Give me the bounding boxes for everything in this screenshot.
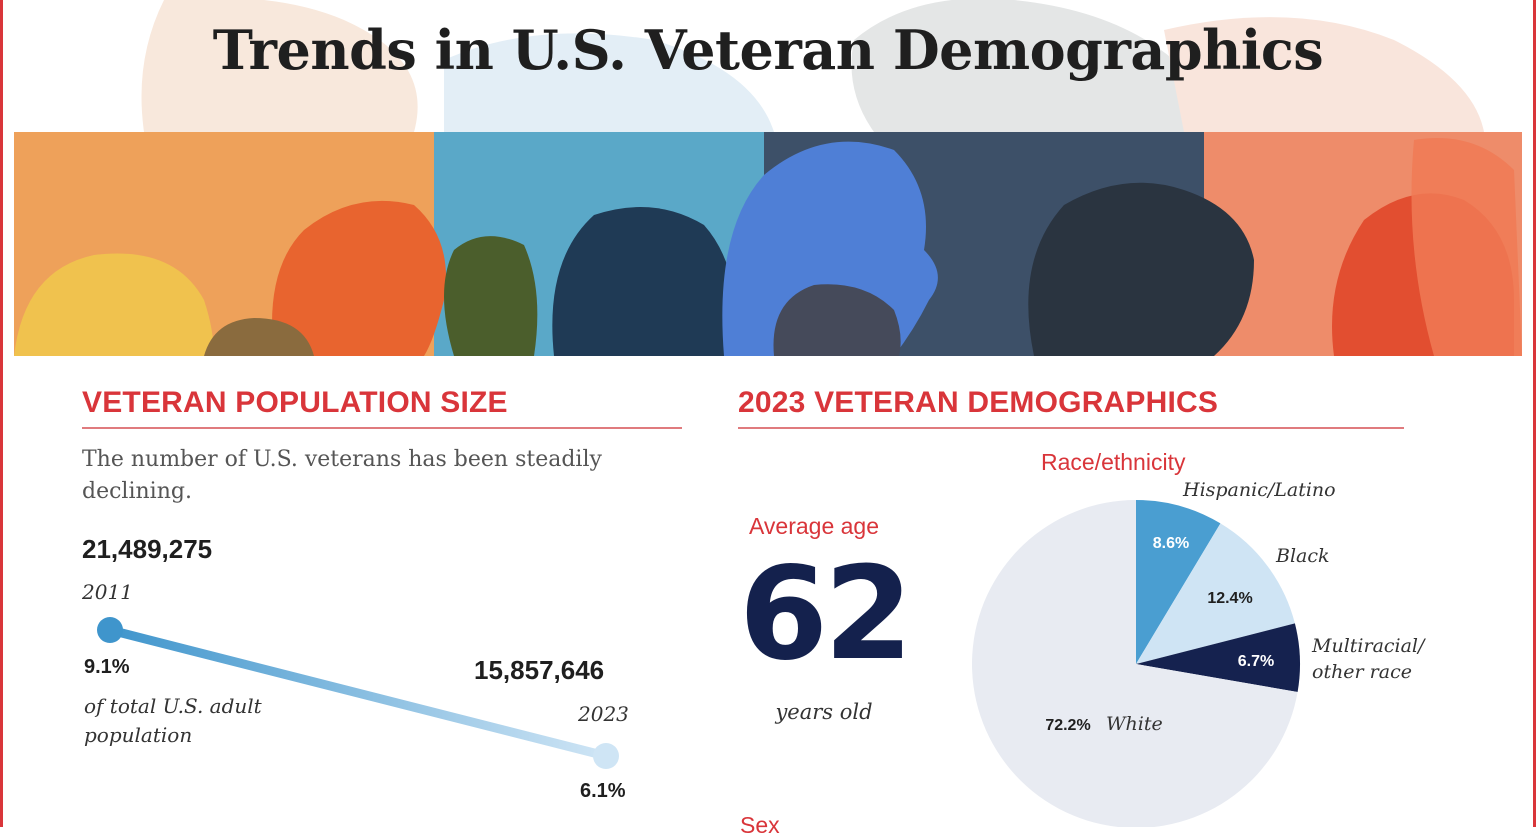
average-age-value: 62 (738, 540, 913, 689)
pie-value-hispanic-latino: 8.6% (1153, 535, 1189, 552)
demographics-heading-rule (738, 427, 1404, 429)
demographics-heading: 2023 VETERAN DEMOGRAPHICS (738, 386, 1219, 419)
share-caption-line1: of total U.S. adult (84, 694, 262, 718)
pie-label-multiracial-other-race-line1: Multiracial/ (1311, 635, 1426, 657)
population-intro: The number of U.S. veterans has been ste… (82, 447, 602, 504)
grey-head (773, 284, 901, 356)
yellow-head (14, 253, 214, 356)
pie-slice-hispanic-latino (1136, 500, 1221, 664)
race-heading: Race/ethnicity (1041, 449, 1186, 475)
age-unit-label: years old (775, 700, 873, 724)
olive-face (444, 236, 538, 356)
pie-value-multiracial-other-race: 6.7% (1238, 653, 1274, 670)
pie-slice-multiracial-other-race (1136, 623, 1300, 692)
pie-slice-white (972, 500, 1298, 827)
pie-label-multiracial-other-race-line2: other race (1312, 661, 1412, 683)
population-heading-rule (82, 427, 682, 429)
pale-head-3 (851, 0, 1197, 132)
start-share-value: 9.1% (84, 656, 130, 678)
end-share-value: 6.1% (580, 780, 626, 802)
share-caption-line2: population (84, 723, 193, 747)
start-year-label: 2011 (82, 580, 133, 604)
silhouette-banner (14, 0, 1522, 356)
pie-label-white: White (1106, 713, 1163, 735)
pie-value-white: 72.2% (1045, 717, 1090, 734)
black-face (1028, 182, 1254, 356)
pale-head-2 (444, 33, 774, 133)
age-heading: Average age (749, 513, 880, 539)
population-point-2023 (593, 743, 619, 769)
salmon-head (1411, 138, 1522, 356)
pie-label-black: Black (1275, 545, 1330, 567)
pie-slice-black (1136, 523, 1295, 664)
pie-label-hispanic-latino: Hispanic/Latino (1182, 479, 1336, 501)
end-year-label: 2023 (578, 702, 629, 726)
population-point-2011 (97, 617, 123, 643)
frame-right-border (1533, 0, 1536, 827)
pale-head-1 (141, 0, 418, 132)
silhouette-illustration (14, 0, 1522, 356)
pale-head-4 (1164, 17, 1484, 133)
page-title: Trends in U.S. Veteran Demographics (212, 18, 1324, 82)
pie-value-black: 12.4% (1207, 590, 1252, 607)
orange-face (272, 200, 446, 356)
start-population-value: 21,489,275 (82, 534, 213, 564)
brown-head (204, 318, 314, 356)
end-population-value: 15,857,646 (474, 655, 605, 685)
frame-left-border (0, 0, 3, 827)
population-heading: VETERAN POPULATION SIZE (82, 386, 508, 419)
population-trend-line (105, 625, 611, 761)
navy-head (552, 207, 736, 356)
sex-heading: Sex (740, 812, 780, 838)
